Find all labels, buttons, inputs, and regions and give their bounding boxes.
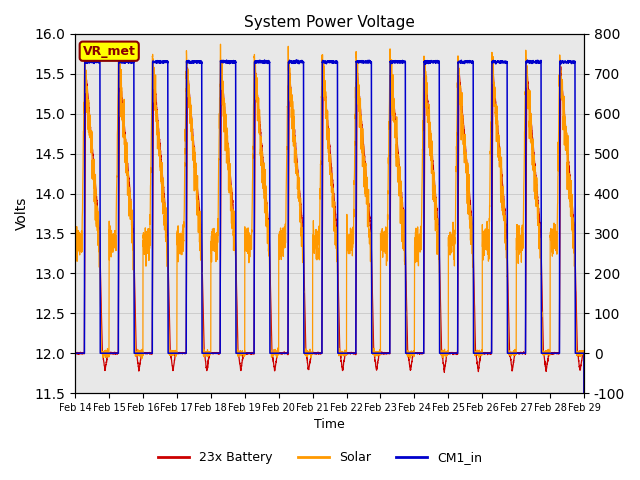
X-axis label: Time: Time xyxy=(314,419,345,432)
Solar xyxy=(531,192,538,198)
23x Battery xyxy=(531,159,538,165)
Title: System Power Voltage: System Power Voltage xyxy=(244,15,415,30)
23x Battery xyxy=(533,187,541,193)
Solar xyxy=(266,303,274,309)
Legend: 23x Battery, Solar, CM1_in: 23x Battery, Solar, CM1_in xyxy=(153,446,487,469)
Line: 23x Battery: 23x Battery xyxy=(75,67,584,480)
Solar xyxy=(533,203,541,208)
23x Battery xyxy=(557,64,564,70)
Solar xyxy=(217,41,225,47)
CM1_in xyxy=(71,350,79,356)
CM1_in xyxy=(533,60,541,66)
CM1_in xyxy=(390,60,397,65)
CM1_in xyxy=(553,350,561,356)
Solar xyxy=(132,350,140,356)
Solar xyxy=(71,245,79,251)
CM1_in xyxy=(531,59,538,64)
Y-axis label: Volts: Volts xyxy=(15,197,29,230)
Text: VR_met: VR_met xyxy=(83,45,136,58)
23x Battery xyxy=(71,349,79,355)
23x Battery xyxy=(132,341,140,347)
Solar xyxy=(553,232,561,238)
CM1_in xyxy=(132,350,140,356)
Line: Solar: Solar xyxy=(75,44,584,480)
23x Battery xyxy=(390,96,397,102)
Solar xyxy=(390,117,397,122)
23x Battery xyxy=(553,350,561,356)
CM1_in xyxy=(260,57,268,63)
Line: CM1_in: CM1_in xyxy=(75,60,584,480)
23x Battery xyxy=(266,266,274,272)
CM1_in xyxy=(266,350,274,356)
